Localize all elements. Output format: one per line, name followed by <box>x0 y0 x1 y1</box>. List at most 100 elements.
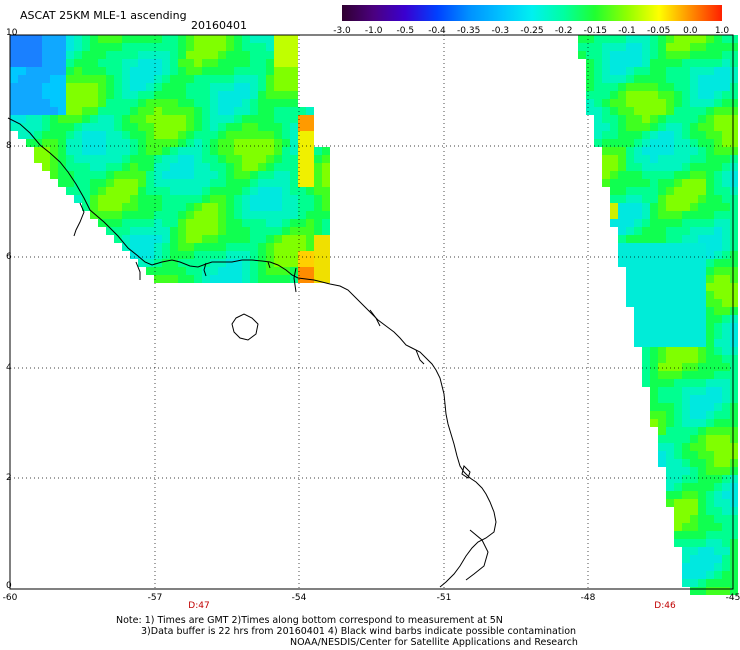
swath-cell <box>170 35 178 43</box>
swath-cell <box>610 75 618 83</box>
swath-cell <box>218 275 226 283</box>
swath-cell <box>714 491 722 499</box>
swath-cell <box>658 347 666 355</box>
swath-cell <box>162 211 170 219</box>
swath-cell <box>690 187 698 195</box>
swath-cell <box>130 251 138 259</box>
swath-cell <box>642 155 650 163</box>
swath-cell <box>642 267 650 275</box>
swath-cell <box>58 51 66 59</box>
swath-cell <box>682 75 690 83</box>
swath-cell <box>58 171 66 179</box>
swath-cell <box>690 315 698 323</box>
swath-cell <box>250 115 258 123</box>
swath-cell <box>666 267 674 275</box>
swath-cell <box>18 83 26 91</box>
swath-cell <box>26 75 34 83</box>
swath-cell <box>106 171 114 179</box>
swath-cell <box>650 107 658 115</box>
swath-cell <box>274 195 282 203</box>
swath-cell <box>602 83 610 91</box>
swath-cell <box>578 35 586 43</box>
swath-cell <box>218 43 226 51</box>
swath-cell <box>634 307 642 315</box>
swath-cell <box>586 91 594 99</box>
swath-cell <box>610 99 618 107</box>
swath-cell <box>242 115 250 123</box>
swath-cell <box>234 195 242 203</box>
swath-cell <box>666 499 674 507</box>
color-scale-bar <box>342 5 723 21</box>
swath-cell <box>250 171 258 179</box>
swath-cell <box>50 123 58 131</box>
swath-cell <box>74 131 82 139</box>
swath-cell <box>82 123 90 131</box>
swath-cell <box>66 155 74 163</box>
swath-cell <box>322 195 330 203</box>
swath-cell <box>106 83 114 91</box>
swath-cell <box>682 307 690 315</box>
swath-cell <box>146 219 154 227</box>
swath-cell <box>706 555 714 563</box>
swath-cell <box>234 35 242 43</box>
swath-cell <box>602 67 610 75</box>
swath-cell <box>186 51 194 59</box>
swath-cell <box>18 59 26 67</box>
swath-cell <box>642 259 650 267</box>
swath-cell <box>650 195 658 203</box>
swath-cell <box>282 235 290 243</box>
swath-cell <box>658 219 666 227</box>
swath-cell <box>698 107 706 115</box>
swath-cell <box>290 99 298 107</box>
swath-cell <box>642 323 650 331</box>
swath-cell <box>658 99 666 107</box>
swath-cell <box>90 123 98 131</box>
color-scale-segment <box>690 5 723 21</box>
swath-cell <box>234 83 242 91</box>
swath-cell <box>306 171 314 179</box>
swath-cell <box>626 139 634 147</box>
swath-cell <box>122 83 130 91</box>
swath-cell <box>170 43 178 51</box>
swath-cell <box>58 43 66 51</box>
swath-cell <box>130 43 138 51</box>
swath-cell <box>722 259 730 267</box>
swath-cell <box>66 99 74 107</box>
swath-cell <box>266 195 274 203</box>
swath-cell <box>98 75 106 83</box>
swath-cell <box>226 115 234 123</box>
swath-cell <box>698 531 706 539</box>
swath-cell <box>690 195 698 203</box>
swath-cell <box>682 499 690 507</box>
swath-cell <box>722 379 730 387</box>
swath-cell <box>682 299 690 307</box>
swath-cell <box>642 171 650 179</box>
swath-cell <box>666 51 674 59</box>
swath-cell <box>722 291 730 299</box>
swath-cell <box>714 387 722 395</box>
swath-cell <box>698 515 706 523</box>
swath-cell <box>162 275 170 283</box>
swath-cell <box>194 243 202 251</box>
swath-cell <box>186 203 194 211</box>
swath-cell <box>50 59 58 67</box>
swath-cell <box>650 339 658 347</box>
swath-cell <box>682 195 690 203</box>
swath-cell <box>682 91 690 99</box>
swath-cell <box>682 107 690 115</box>
swath-cell <box>706 315 714 323</box>
swath-cell <box>722 219 730 227</box>
swath-cell <box>218 139 226 147</box>
swath-cell <box>114 51 122 59</box>
swath-cell <box>122 203 130 211</box>
swath-cell <box>154 251 162 259</box>
swath-cell <box>714 283 722 291</box>
swath-cell <box>258 51 266 59</box>
swath-cell <box>146 211 154 219</box>
swath-cell <box>650 259 658 267</box>
swath-cell <box>642 35 650 43</box>
swath-cell <box>626 251 634 259</box>
swath-cell <box>690 235 698 243</box>
swath-cell <box>106 43 114 51</box>
swath-cell <box>730 179 738 187</box>
